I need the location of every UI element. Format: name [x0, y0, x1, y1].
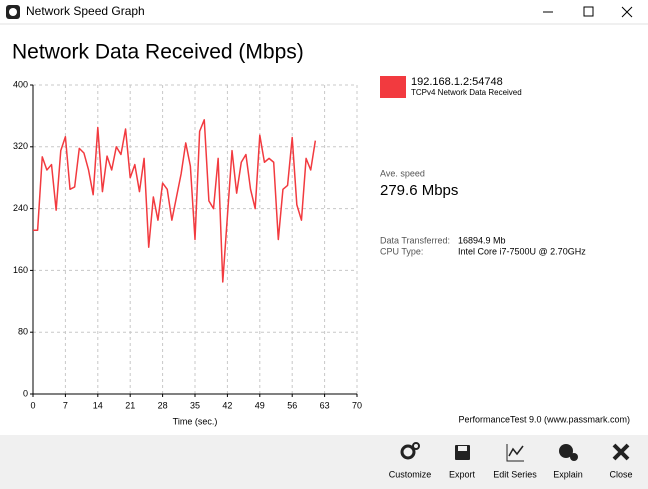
- button-label: Close: [609, 469, 632, 479]
- y-tick-label: 80: [18, 327, 28, 337]
- button-label: Customize: [389, 469, 432, 479]
- x-tick-label: 0: [30, 400, 35, 410]
- icon: [570, 453, 578, 461]
- stat-label: Data Transferred:: [380, 235, 450, 245]
- y-tick-label: 320: [13, 141, 28, 151]
- x-tick-label: 7: [63, 400, 68, 410]
- x-tick-label: 35: [190, 400, 200, 410]
- title-bar: [0, 0, 648, 24]
- data-line: [33, 119, 317, 283]
- customize-button[interactable]: Customize: [389, 442, 432, 479]
- x-tick-label: 56: [287, 400, 297, 410]
- stat-label: CPU Type:: [380, 246, 423, 256]
- maximize-button[interactable]: [583, 6, 594, 17]
- footer: PerformanceTest 9.0 (www.passmark.com): [458, 414, 630, 424]
- icon: [559, 444, 573, 458]
- legend-swatch: [380, 76, 406, 98]
- button-label: Edit Series: [493, 469, 537, 479]
- ave-value: 279.6 Mbps: [380, 182, 458, 199]
- x-tick-label: 21: [125, 400, 135, 410]
- stat-value: Intel Core i7-7500U @ 2.70GHz: [458, 246, 586, 256]
- close-button[interactable]: Close: [609, 443, 633, 479]
- icon: [506, 444, 524, 462]
- x-tick-label: 42: [222, 400, 232, 410]
- x-tick-label: 14: [93, 400, 103, 410]
- ave-label: Ave. speed: [380, 168, 425, 178]
- icon: [412, 442, 420, 450]
- toolbar: [0, 435, 648, 489]
- y-tick-label: 0: [23, 388, 28, 398]
- window-title: Network Speed Graph: [26, 4, 145, 18]
- close-window-button[interactable]: [621, 6, 633, 18]
- icon: [400, 444, 416, 460]
- x-axis-label: Time (sec.): [173, 416, 218, 426]
- export-button[interactable]: Export: [449, 445, 476, 479]
- icon: [508, 445, 524, 457]
- x-tick-label: 63: [320, 400, 330, 410]
- chart-title: Network Data Received (Mbps): [12, 41, 304, 64]
- icon: [612, 443, 630, 461]
- x-tick-label: 28: [158, 400, 168, 410]
- icon: [458, 446, 467, 451]
- y-tick-label: 240: [13, 203, 28, 213]
- y-tick-label: 400: [13, 79, 28, 89]
- x-tick-label: 49: [255, 400, 265, 410]
- legend-description: TCPv4 Network Data Received: [411, 88, 522, 97]
- edit-series-button[interactable]: Edit Series: [493, 444, 537, 479]
- plot: 0 80 160 240 320 400 0 7 14 21 28 35 42 49 56 63 70: [13, 79, 362, 410]
- y-tick-label: 160: [13, 265, 28, 275]
- explain-button[interactable]: Explain: [553, 444, 583, 479]
- app-icon-dot: [9, 8, 17, 16]
- button-label: Export: [449, 469, 476, 479]
- x-tick-label: 70: [352, 400, 362, 410]
- button-label: Explain: [553, 469, 583, 479]
- legend-name: 192.168.1.2:54748: [411, 76, 503, 88]
- stat-value: 16894.9 Mb: [458, 235, 506, 245]
